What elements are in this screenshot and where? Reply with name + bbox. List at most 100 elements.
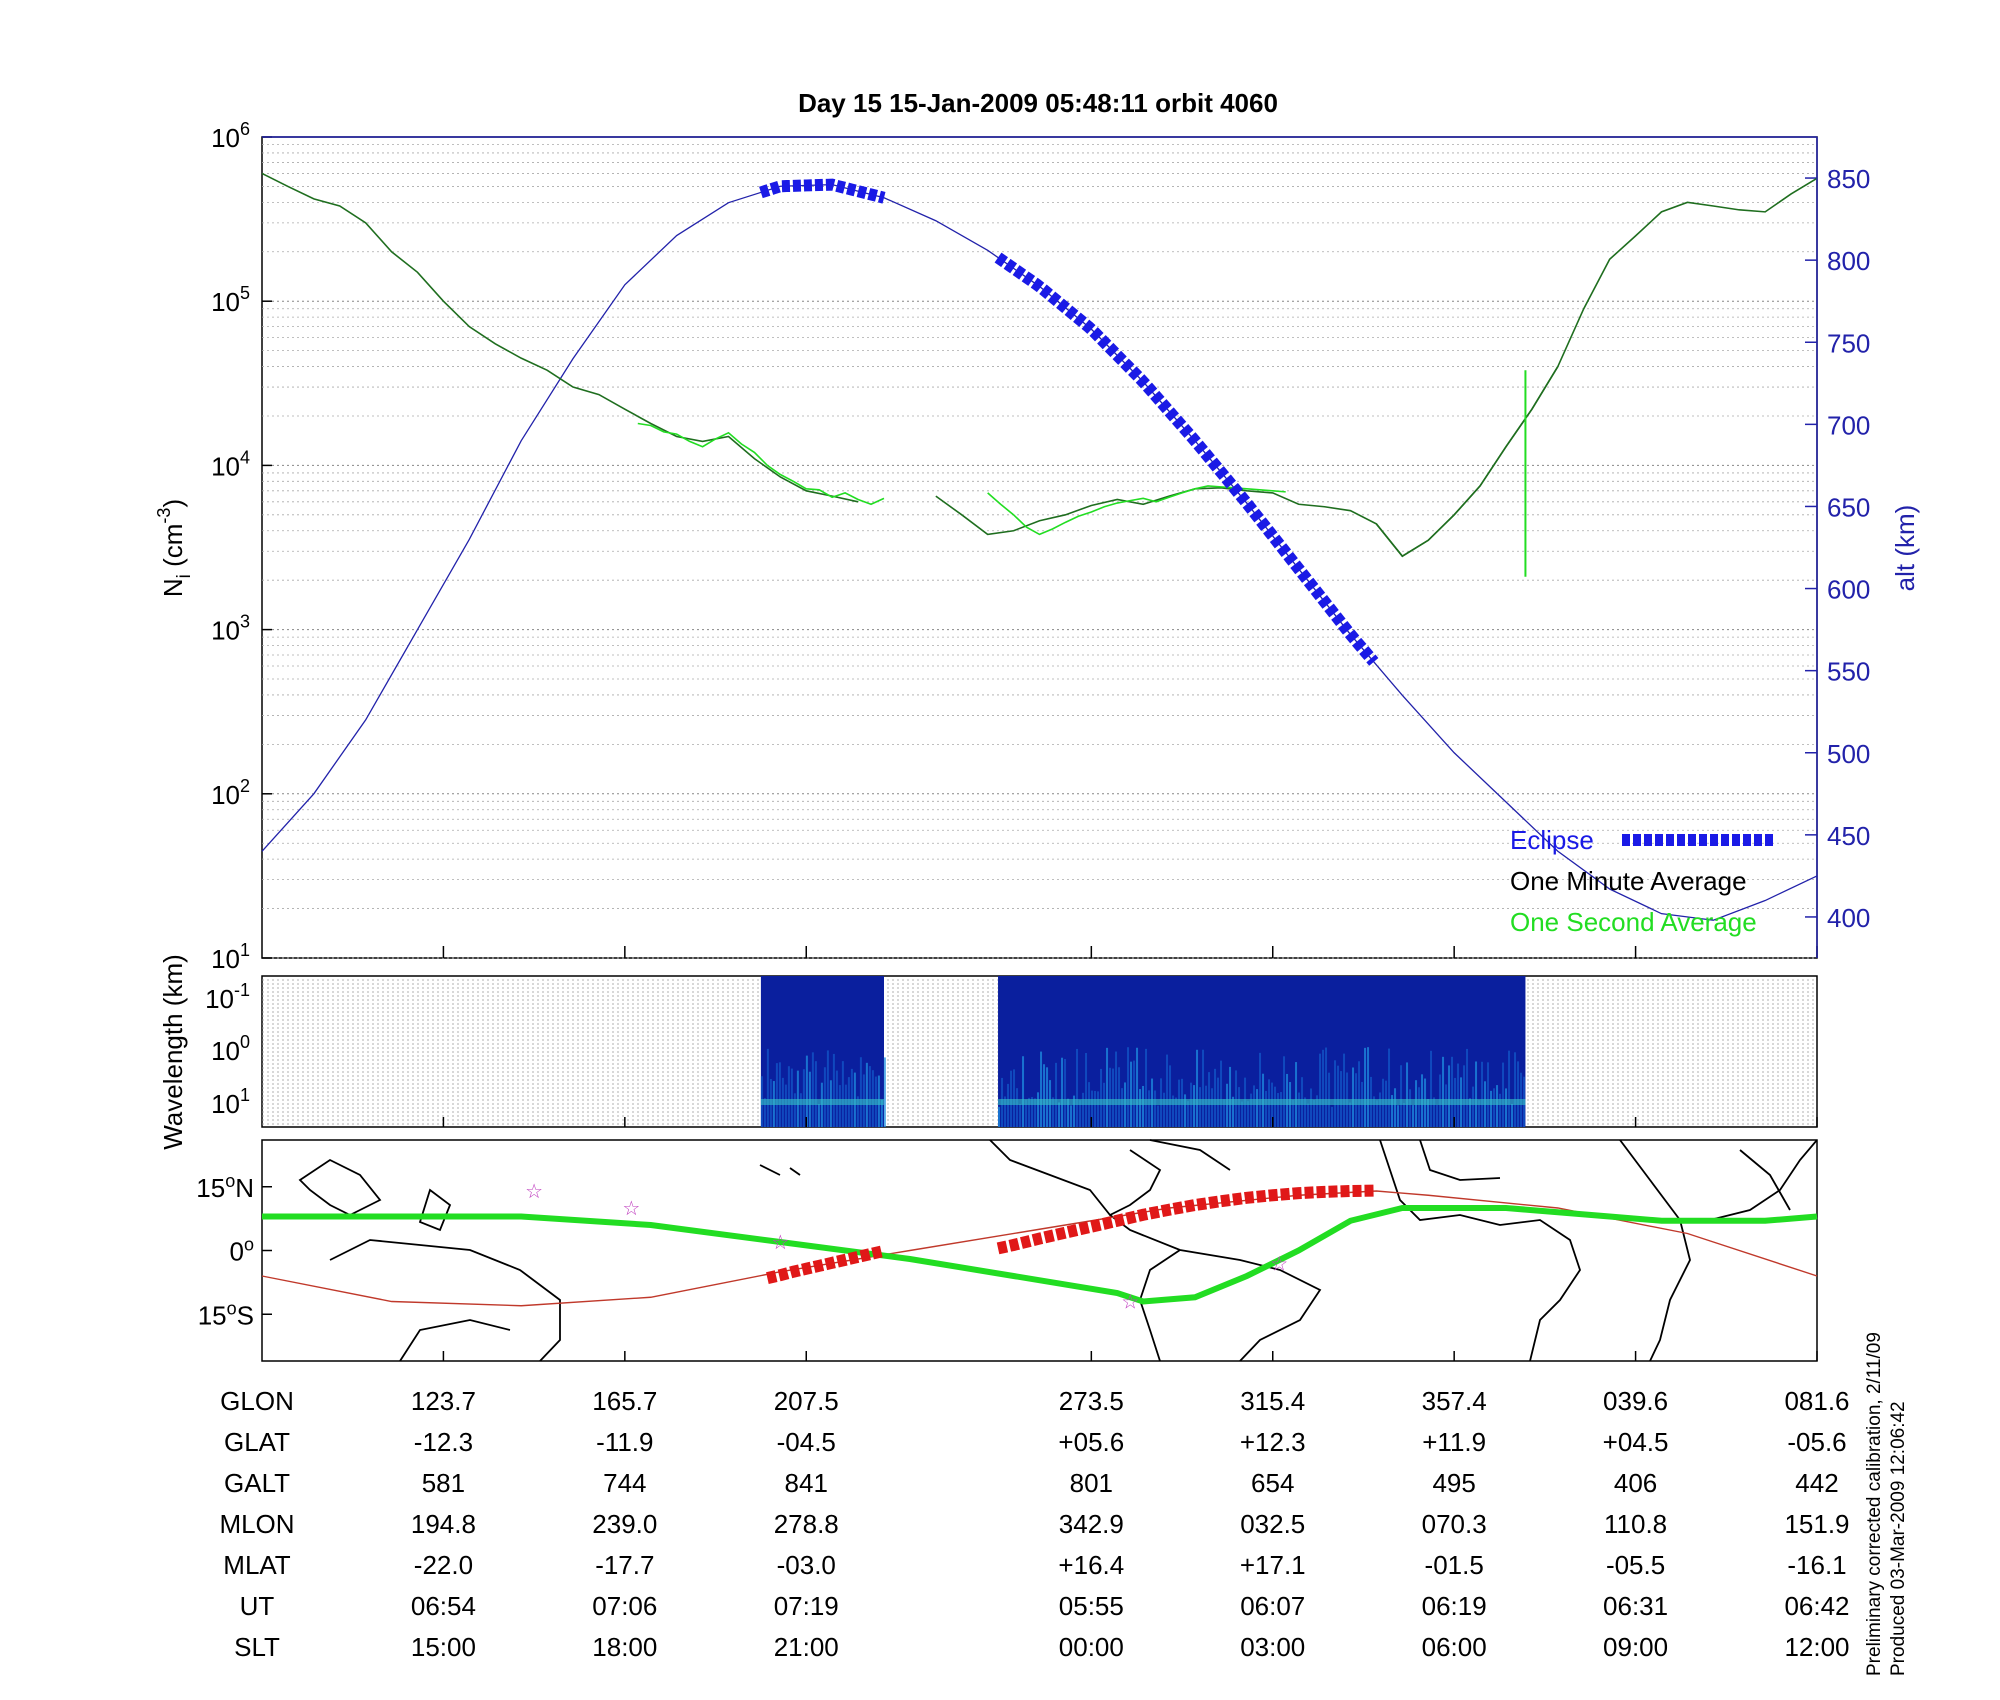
y-tick-exp: 6 (240, 119, 250, 139)
table-cell: 495 (1432, 1468, 1475, 1498)
y-label-unit: (cm (158, 524, 188, 575)
table-cell: 165.7 (592, 1386, 657, 1416)
table-cell: +04.5 (1603, 1427, 1669, 1457)
table-cell: 12:00 (1784, 1632, 1849, 1662)
table-cell: 194.8 (411, 1509, 476, 1539)
wavelength-tick-label: 101 (211, 1085, 250, 1119)
table-cell: 00:00 (1059, 1632, 1124, 1662)
legend-second-label: One Second Average (1510, 907, 1757, 937)
wavelength-tick-base: 10 (211, 1036, 240, 1066)
table-cell: -22.0 (414, 1550, 473, 1580)
legend-minute-label: One Minute Average (1510, 866, 1747, 896)
table-cell: 039.6 (1603, 1386, 1668, 1416)
y-axis-label: Ni (cm-3) (154, 499, 195, 597)
footer-calibration: Preliminary corrected calibration, 2/11/… (1864, 1332, 1885, 1676)
latitude-deg-symbol: o (225, 1171, 235, 1191)
table-cell: 151.9 (1784, 1509, 1849, 1539)
table-cell: +11.9 (1422, 1427, 1486, 1457)
table-cell: 06:54 (411, 1591, 476, 1621)
table-cell: 278.8 (774, 1509, 839, 1539)
table-row-header: GALT (224, 1468, 290, 1498)
table-cell: 06:00 (1422, 1632, 1487, 1662)
y2-tick-label: 750 (1827, 328, 1870, 358)
eclipse-2 (994, 252, 1379, 666)
legend-eclipse-label: Eclipse (1510, 825, 1594, 855)
one-minute-average-line (1375, 177, 1818, 558)
table-cell: -03.0 (777, 1550, 836, 1580)
table-row-header: UT (240, 1591, 275, 1621)
table-row-header: GLON (220, 1386, 294, 1416)
y-tick-exp: 4 (240, 447, 250, 467)
y-tick-base: 10 (211, 451, 240, 481)
eclipse-1 (759, 178, 886, 204)
y-tick-base: 10 (211, 287, 240, 317)
table-cell: -05.5 (1606, 1550, 1665, 1580)
table-cell: 315.4 (1240, 1386, 1305, 1416)
star-marker: ☆ (622, 1198, 640, 1220)
star-marker: ☆ (771, 1232, 789, 1254)
wavelength-tick-base: 10 (205, 984, 234, 1014)
chart-title: Day 15 15-Jan-2009 05:48:11 orbit 4060 (798, 88, 1278, 118)
spectrogram-block-1 (760, 976, 886, 1127)
table-cell: -05.6 (1787, 1427, 1846, 1457)
star-marker: ☆ (525, 1181, 543, 1203)
table-cell: 406 (1614, 1468, 1657, 1498)
y-tick-exp: 1 (240, 940, 250, 960)
table-cell: 06:07 (1240, 1591, 1305, 1621)
wavelength-tick-label: 100 (211, 1032, 250, 1066)
table-cell: 032.5 (1240, 1509, 1305, 1539)
y-label-sub: i (174, 574, 195, 578)
table-cell: -04.5 (777, 1427, 836, 1457)
y2-tick-label: 400 (1827, 903, 1870, 933)
y-tick-label: 105 (211, 283, 250, 317)
footer-produced: Produced 03-Mar-2009 12:06:42 (1888, 1401, 1909, 1676)
table-cell: 06:31 (1603, 1591, 1668, 1621)
table-cell: 744 (603, 1468, 646, 1498)
table-cell: 654 (1251, 1468, 1294, 1498)
y-tick-base: 10 (211, 123, 240, 153)
y-label-unit-close: ) (158, 499, 188, 508)
table-row-header: SLT (234, 1632, 280, 1662)
y-tick-exp: 5 (240, 283, 250, 303)
y2-tick-label: 500 (1827, 739, 1870, 769)
y-label-symbol: N (158, 578, 188, 597)
y2-tick-label: 850 (1827, 164, 1870, 194)
table-cell: 03:00 (1240, 1632, 1305, 1662)
table-cell: 081.6 (1784, 1386, 1849, 1416)
table-cell: +12.3 (1240, 1427, 1306, 1457)
table-cell: 123.7 (411, 1386, 476, 1416)
y-label-unit-exp: -3 (154, 508, 174, 524)
table-cell: 239.0 (592, 1509, 657, 1539)
y-tick-exp: 3 (240, 612, 250, 632)
latitude-hemi: N (235, 1173, 254, 1203)
table-cell: 581 (422, 1468, 465, 1498)
wavelength-tick-label: 10-1 (205, 980, 250, 1014)
table-row-header: GLAT (224, 1427, 290, 1457)
footer: Preliminary corrected calibration, 2/11/… (1864, 1332, 1909, 1676)
coastline-outlines (298, 1139, 1818, 1362)
table-cell: +16.4 (1058, 1550, 1124, 1580)
table-cell: 841 (785, 1468, 828, 1498)
y-tick-label: 102 (211, 776, 250, 810)
table-cell: 07:19 (774, 1591, 839, 1621)
table-cell: 342.9 (1059, 1509, 1124, 1539)
table-cell: 09:00 (1603, 1632, 1668, 1662)
latitude-deg-symbol: o (227, 1298, 237, 1318)
y2-tick-label: 800 (1827, 246, 1870, 276)
table-cell: 06:42 (1784, 1591, 1849, 1621)
y-tick-base: 10 (211, 616, 240, 646)
table-cell: -11.9 (596, 1427, 653, 1457)
y-tick-label: 106 (211, 119, 250, 153)
wavelength-axis-label: Wavelength (km) (158, 954, 188, 1150)
y2-axis-label: alt (km) (1890, 505, 1920, 592)
table-cell: -01.5 (1425, 1550, 1484, 1580)
latitude-deg: 0 (230, 1237, 244, 1267)
latitude-deg-symbol: o (244, 1235, 254, 1255)
star-marker: ☆ (1121, 1292, 1139, 1314)
table-cell: -17.7 (595, 1550, 654, 1580)
table-cell: 05:55 (1059, 1591, 1124, 1621)
table-cell: 21:00 (774, 1632, 839, 1662)
map-eclipse-1 (766, 1245, 886, 1284)
